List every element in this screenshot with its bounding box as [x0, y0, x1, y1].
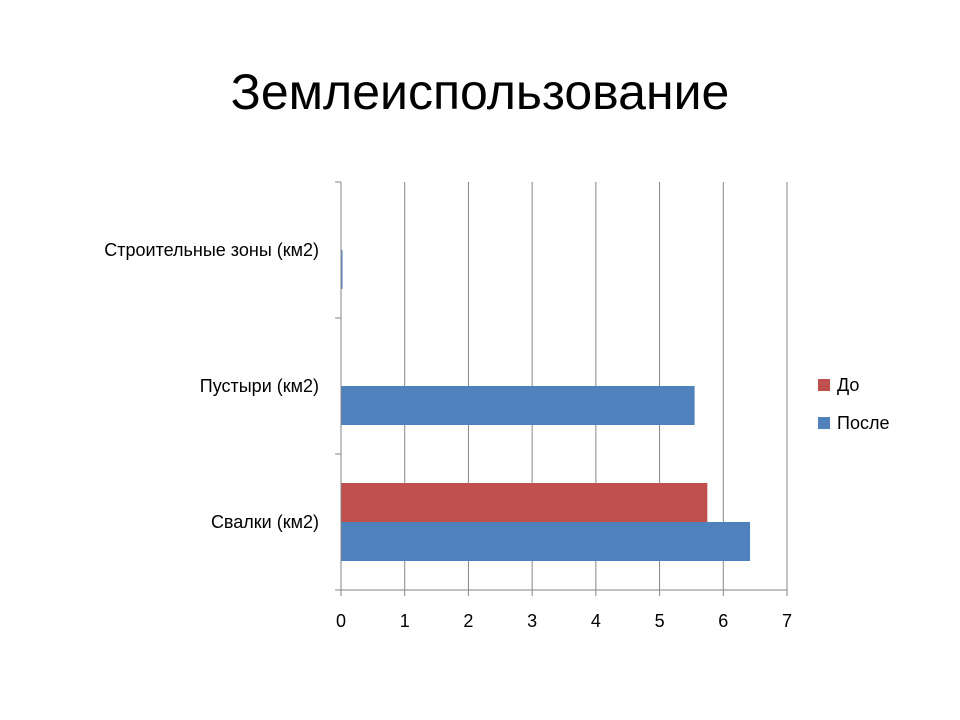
legend-label: После	[837, 413, 889, 433]
x-tick-label: 2	[463, 611, 473, 631]
axis-layer	[335, 181, 788, 596]
legend: До После	[818, 375, 889, 433]
bar-posle	[341, 386, 695, 425]
bar-do	[341, 483, 708, 522]
slide-title: Землеиспользование	[230, 64, 730, 120]
x-tick-label: 0	[336, 611, 346, 631]
x-tick-label: 1	[400, 611, 410, 631]
x-tick-label: 4	[591, 611, 601, 631]
bar-posle	[341, 250, 343, 289]
category-label: Строительные зоны (км2)	[104, 240, 319, 260]
legend-label: До	[837, 375, 859, 395]
labels-layer: 0 1 2 3 4 5 6 7 Строительные зоны (км2) Пустыри (…	[104, 240, 792, 631]
legend-swatch	[818, 379, 830, 391]
x-tick-label: 3	[527, 611, 537, 631]
category-label: Пустыри (км2)	[200, 376, 319, 396]
x-tick-label: 7	[782, 611, 792, 631]
legend-swatch	[818, 417, 830, 429]
category-label: Свалки (км2)	[211, 512, 319, 532]
bar-posle	[341, 522, 751, 561]
x-tick-label: 5	[655, 611, 665, 631]
x-tick-label: 6	[718, 611, 728, 631]
bars-layer	[341, 250, 751, 561]
